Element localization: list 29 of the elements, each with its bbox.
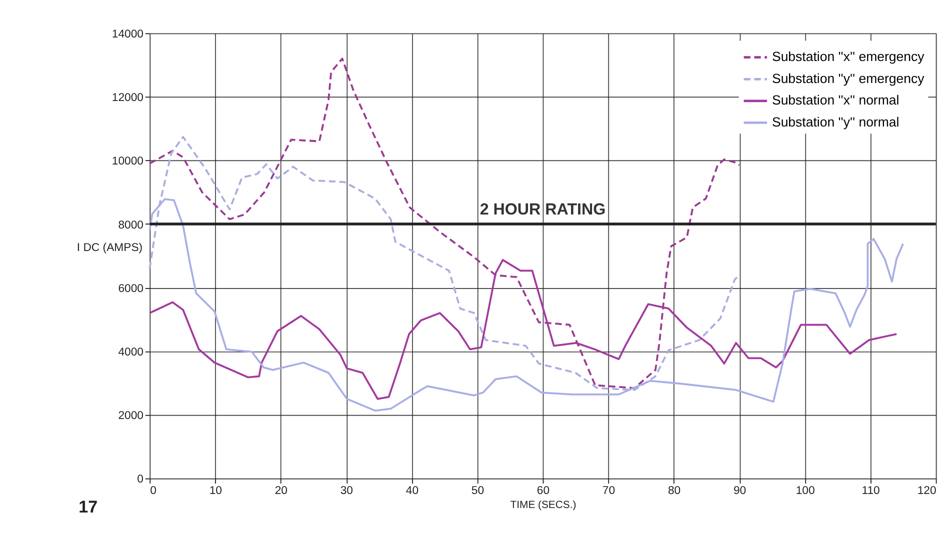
- x-axis-title: TIME (SECS.): [510, 500, 576, 512]
- x-tick-label: 80: [668, 485, 681, 498]
- x-tick-label: 10: [209, 485, 222, 498]
- x-tick-label: 90: [733, 485, 746, 498]
- ref-line-label: 2 HOUR RATING: [480, 200, 606, 219]
- x-tick-label: 50: [471, 485, 484, 498]
- x-tick-label: 60: [536, 485, 550, 498]
- x-tick-label: 110: [862, 485, 880, 498]
- y-tick-label: 10000: [112, 156, 144, 168]
- y-tick-label: 2000: [118, 410, 144, 422]
- legend-label: Substation ''y'' emergency: [772, 70, 925, 86]
- y-tick-label: 14000: [112, 28, 144, 40]
- y-axis-title: I DC (AMPS): [76, 242, 143, 254]
- x-tick-label: 30: [340, 485, 353, 498]
- x-tick-label: 40: [406, 485, 419, 498]
- x-tick-label: 70: [602, 485, 616, 498]
- text: 17: [78, 497, 98, 516]
- legend-label: Substation ''x'' normal: [772, 92, 900, 108]
- legend-label: Substation ''y'' normal: [772, 114, 900, 130]
- legend-label: Substation ''x'' emergency: [772, 49, 925, 64]
- x-tick-label: 20: [274, 485, 288, 498]
- y-tick-label: 8000: [118, 219, 144, 232]
- x-tick-label: 100: [796, 485, 815, 498]
- y-tick-label: 0: [137, 474, 144, 486]
- y-tick-label: 12000: [112, 92, 144, 104]
- x-tick-label: 0: [150, 485, 156, 498]
- y-tick-label: 6000: [118, 282, 144, 295]
- y-tick-label: 4000: [118, 346, 144, 358]
- x-tick-label: 120: [917, 485, 936, 498]
